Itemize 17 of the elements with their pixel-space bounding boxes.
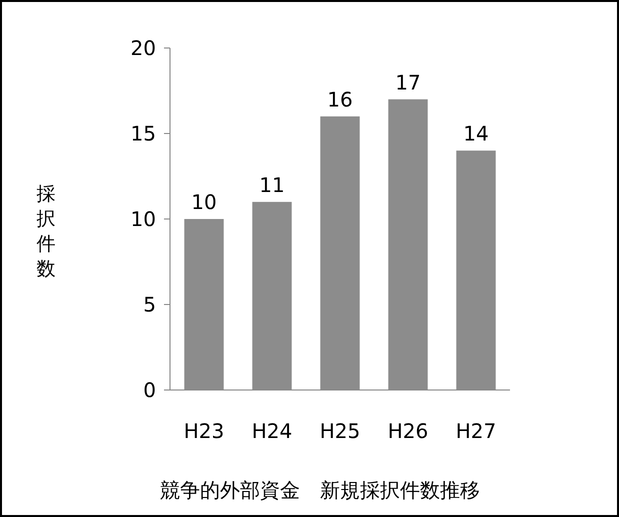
y-tick-label: 0 (143, 378, 156, 402)
text: 競争的外部資金 新規採択件数推移 (160, 478, 480, 502)
y-tick-label: 15 (130, 122, 156, 146)
x-tick-label: H26 (388, 419, 428, 443)
x-tick-label: H24 (252, 419, 292, 443)
data-label: 16 (327, 87, 353, 112)
y-tick-label: 20 (130, 36, 156, 60)
y-tick-label: 10 (130, 207, 156, 231)
x-tick-label: H27 (456, 419, 496, 443)
data-label: 14 (463, 122, 489, 146)
data-label: 10 (191, 190, 217, 214)
x-tick-label: H23 (184, 419, 224, 443)
data-label: 11 (259, 172, 285, 197)
data-label: 17 (395, 70, 421, 94)
y-axis-title: 採択件数 (36, 183, 56, 280)
y-tick-label: 5 (143, 292, 156, 316)
x-tick-label: H25 (320, 419, 360, 443)
